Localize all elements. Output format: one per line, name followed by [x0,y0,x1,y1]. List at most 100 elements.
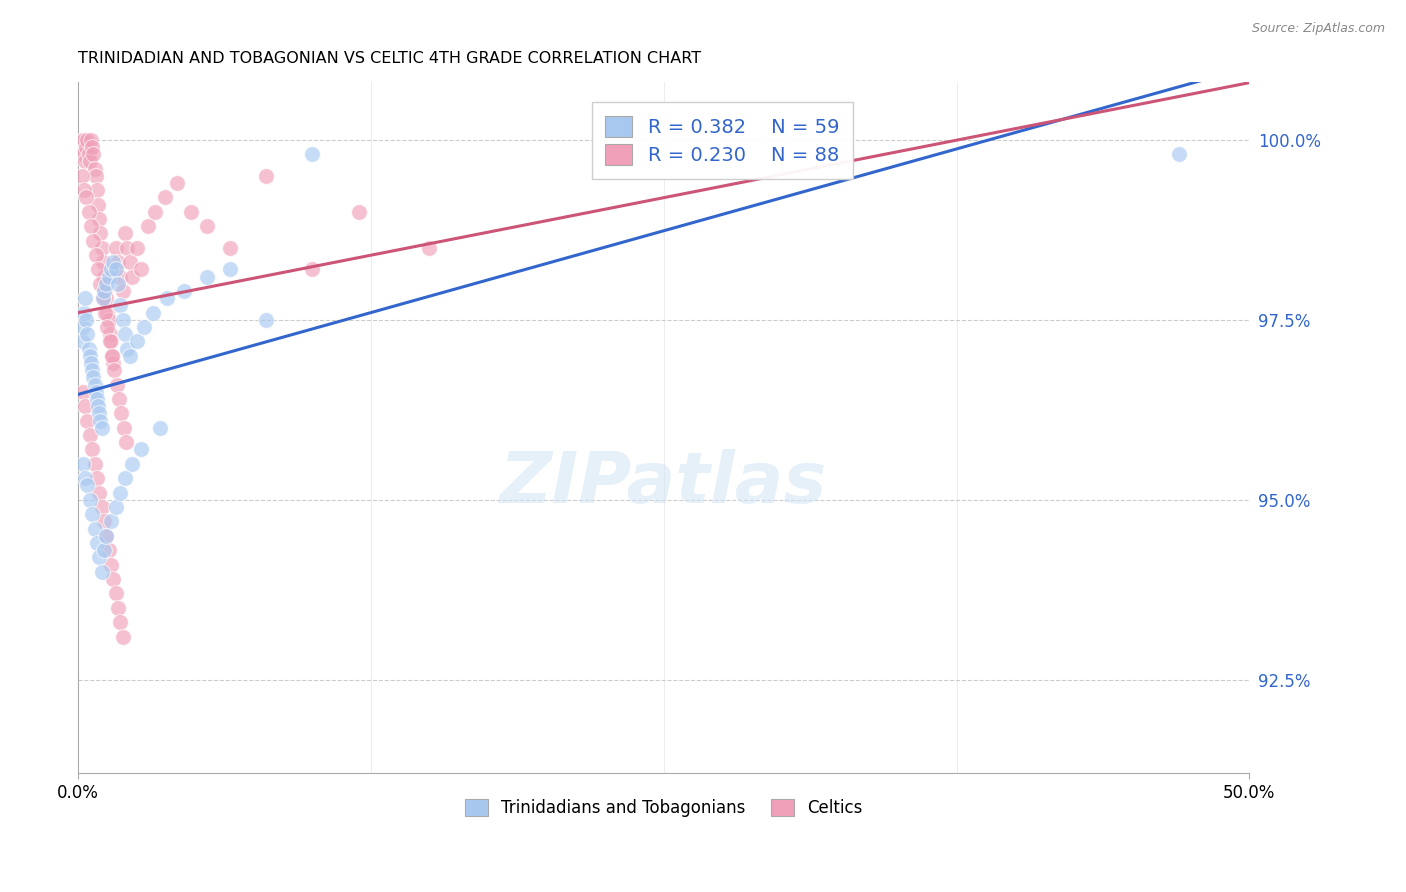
Point [96,529,118,543]
Point [132,320,155,334]
Point [82,140,104,154]
Point [89,211,111,226]
Point [104,241,127,255]
Point [156,291,179,305]
Point [111,284,134,298]
Point [195,219,218,234]
Point [70,334,93,349]
Point [418,241,440,255]
Point [96,277,118,291]
Point [103,255,125,269]
Point [73,183,96,197]
Point [101,349,124,363]
Point [180,204,202,219]
Point [125,241,148,255]
Point [117,241,139,255]
Point [87,399,110,413]
Point [82,147,104,161]
Point [84,169,107,183]
Point [301,262,323,277]
Point [79,428,101,442]
Point [89,406,111,420]
Point [96,529,118,543]
Point [125,334,148,349]
Point [93,543,115,558]
Point [83,377,105,392]
Point [110,615,132,630]
Point [76,327,98,342]
Point [89,277,111,291]
Point [87,197,110,211]
Point [70,133,93,147]
Point [80,356,103,370]
Point [91,291,114,305]
Point [166,176,188,190]
Point [118,255,141,269]
Point [76,413,98,427]
Point [96,291,118,305]
Point [82,234,104,248]
Point [80,219,103,234]
Point [86,471,108,485]
Point [86,392,108,406]
Point [72,320,94,334]
Point [104,262,127,277]
Point [138,219,160,234]
Point [91,255,114,269]
Point [86,536,108,550]
Point [107,600,129,615]
Point [101,349,124,363]
Point [110,485,132,500]
Point [103,356,125,370]
Point [94,305,117,319]
Point [82,442,104,457]
Point [84,248,107,262]
Point [77,204,100,219]
Point [79,492,101,507]
Point [98,327,121,342]
Point [90,421,112,435]
Point [83,161,105,176]
Point [111,630,134,644]
Point [131,262,153,277]
Point [254,169,277,183]
Point [86,183,108,197]
Point [69,140,91,154]
Point [142,305,165,319]
Point [114,327,136,342]
Point [117,342,139,356]
Point [70,169,93,183]
Point [76,478,98,492]
Point [82,507,104,521]
Point [96,305,118,319]
Point [73,133,96,147]
Point [100,262,122,277]
Point [77,147,100,161]
Point [114,227,136,241]
Point [145,204,167,219]
Point [84,384,107,399]
Point [97,312,120,326]
Point [80,133,103,147]
Point [110,406,132,420]
Point [82,370,104,384]
Point [75,399,97,413]
Text: ZIPatlas: ZIPatlas [501,449,827,517]
Point [93,284,115,298]
Point [108,392,131,406]
Point [301,147,323,161]
Point [93,269,115,284]
Text: TRINIDADIAN AND TOBAGONIAN VS CELTIC 4TH GRADE CORRELATION CHART: TRINIDADIAN AND TOBAGONIAN VS CELTIC 4TH… [79,51,702,66]
Point [91,291,114,305]
Point [72,457,94,471]
Point [98,334,121,349]
Point [254,312,277,326]
Point [115,435,138,450]
Point [100,558,122,572]
Point [103,572,125,586]
Point [112,421,135,435]
Point [82,363,104,377]
Point [75,471,97,485]
Point [96,320,118,334]
Point [97,543,120,558]
